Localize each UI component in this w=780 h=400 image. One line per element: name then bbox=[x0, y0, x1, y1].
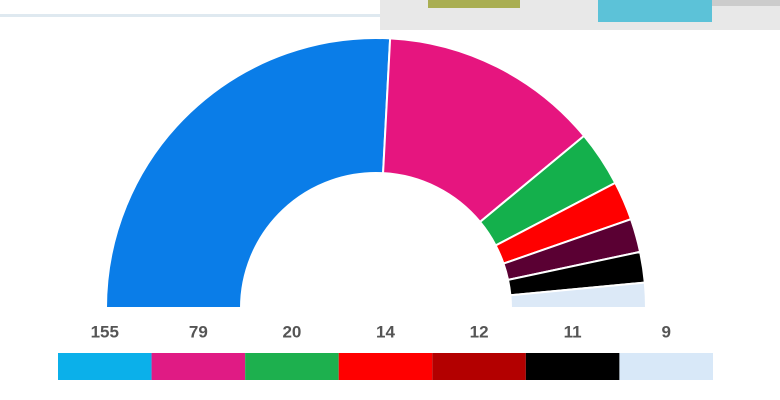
seat-label: 12 bbox=[470, 322, 489, 341]
seat-labels: 155 79 20 14 12 11 9 bbox=[91, 322, 671, 341]
top-decor bbox=[712, 0, 780, 6]
legend-swatch bbox=[58, 353, 152, 380]
seat-label: 79 bbox=[189, 322, 208, 341]
seat-label: 14 bbox=[376, 322, 395, 341]
seat-label: 155 bbox=[91, 322, 119, 341]
legend-swatch bbox=[432, 353, 526, 380]
top-decor bbox=[0, 14, 380, 17]
arc-segment bbox=[104, 37, 392, 309]
top-decor bbox=[428, 0, 520, 8]
seat-label: 11 bbox=[564, 322, 582, 341]
legend-swatch bbox=[525, 353, 620, 380]
arc-segment bbox=[382, 37, 586, 224]
legend-swatch bbox=[338, 353, 433, 380]
semicircle bbox=[104, 37, 648, 309]
top-decor bbox=[598, 0, 712, 22]
color-strip bbox=[58, 353, 713, 380]
seat-label: 9 bbox=[661, 322, 670, 341]
arc-segment bbox=[509, 281, 648, 309]
legend-swatch bbox=[619, 353, 713, 380]
legend-swatch bbox=[245, 353, 339, 380]
legend-swatch bbox=[151, 353, 246, 380]
seat-label: 20 bbox=[282, 322, 301, 341]
